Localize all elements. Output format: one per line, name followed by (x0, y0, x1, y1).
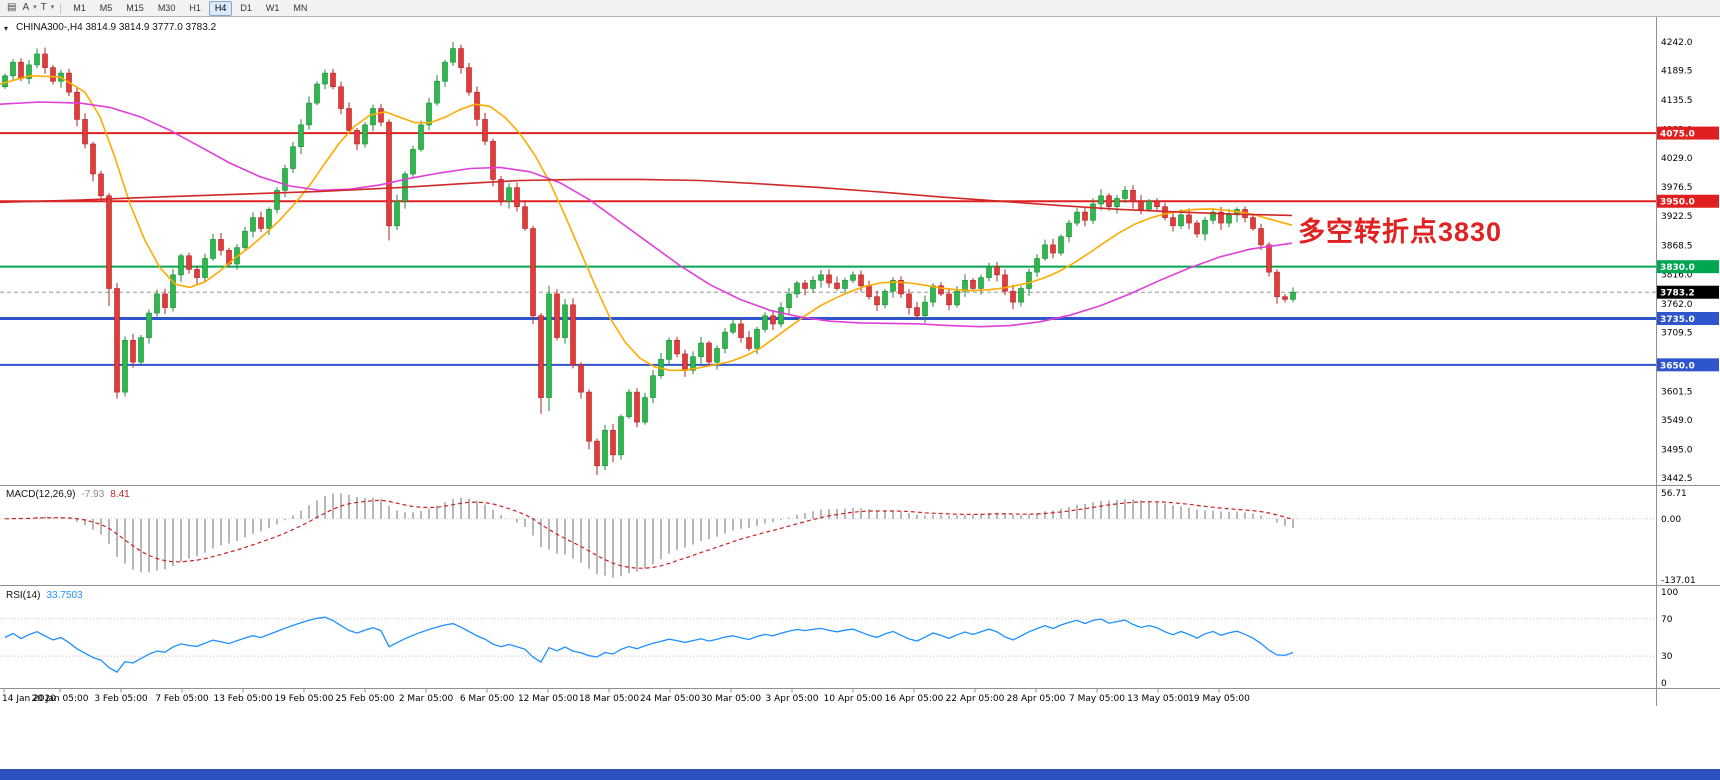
svg-text:30 Mar 05:00: 30 Mar 05:00 (701, 694, 761, 704)
svg-text:4189.5: 4189.5 (1661, 67, 1693, 77)
price-chart-canvas[interactable]: 4242.04189.54135.54082.04029.03976.53922… (0, 0, 1720, 707)
top-toolbar: ▤ A ▾ T ▾ M1 M5 M15 M30 H1 H4 D1 W1 MN (0, 0, 1720, 17)
timeframe-W1[interactable]: W1 (265, 2, 280, 13)
macd-main-value: -7.93 (81, 489, 105, 500)
annotations-dropdown-icon[interactable]: ▾ (33, 4, 37, 11)
ma-mid-magenta (0, 101, 1293, 328)
svg-text:4075.0: 4075.0 (1660, 130, 1695, 140)
macd-signal-line (4, 499, 1294, 569)
svg-text:19 May 05:00: 19 May 05:00 (1188, 694, 1250, 704)
svg-text:56.71: 56.71 (1661, 489, 1687, 499)
svg-text:20 Jan 05:00: 20 Jan 05:00 (32, 694, 89, 704)
svg-text:3549.0: 3549.0 (1661, 416, 1693, 426)
svg-text:0: 0 (1661, 679, 1667, 689)
svg-text:14 Jan 2020: 14 Jan 2020 (2, 694, 56, 704)
timeframe-M1[interactable]: M1 (73, 2, 86, 13)
rsi-name: RSI(14) (6, 590, 41, 601)
svg-text:18 Mar 05:00: 18 Mar 05:00 (579, 694, 639, 704)
svg-text:7 Feb 05:00: 7 Feb 05:00 (155, 694, 209, 704)
timeframe-M5[interactable]: M5 (99, 2, 113, 13)
svg-text:28 Apr 05:00: 28 Apr 05:00 (1007, 694, 1066, 704)
macd-signal-value: 8.41 (110, 489, 130, 500)
chart-annotation-text[interactable]: 多空转折点3830 (1298, 217, 1503, 247)
chart-background (0, 0, 1720, 707)
chart-symbol-ohlc-label: CHINA300-,H4 3814.9 3814.9 3777.0 3783.2 (16, 22, 217, 33)
svg-text:70: 70 (1661, 615, 1673, 625)
svg-text:3709.5: 3709.5 (1661, 328, 1693, 338)
svg-text:25 Feb 05:00: 25 Feb 05:00 (335, 694, 394, 704)
svg-text:4135.5: 4135.5 (1661, 96, 1693, 106)
annotations-tool[interactable]: A (22, 2, 30, 13)
svg-text:3816.0: 3816.0 (1661, 270, 1693, 280)
svg-text:3442.5: 3442.5 (1661, 474, 1693, 484)
text-dropdown-icon[interactable]: ▾ (50, 4, 55, 11)
timeframe-buttons-group: M1 M5 M15 M30 H1 H4 D1 W1 MN (66, 0, 314, 16)
svg-text:3601.5: 3601.5 (1661, 387, 1693, 397)
toolbar-tools-group: ▤ A ▾ T ▾ (4, 1, 55, 15)
taskbar-strip[interactable] (0, 769, 1720, 780)
svg-text:0.00: 0.00 (1661, 515, 1681, 525)
rsi-value: 33.7503 (46, 590, 83, 601)
price-axis[interactable]: 4242.04189.54135.54082.04029.03976.53922… (1656, 17, 1720, 706)
rsi-line (4, 616, 1294, 673)
svg-text:7 May 05:00: 7 May 05:00 (1069, 694, 1125, 704)
svg-text:3868.5: 3868.5 (1661, 242, 1693, 252)
svg-text:3922.5: 3922.5 (1661, 212, 1693, 222)
rsi-indicator-label: RSI(14) 33.7503 (6, 590, 83, 601)
svg-text:3 Apr 05:00: 3 Apr 05:00 (766, 694, 819, 704)
svg-text:16 Apr 05:00: 16 Apr 05:00 (885, 694, 944, 704)
timeframe-D1[interactable]: D1 (240, 2, 252, 13)
svg-text:24 Mar 05:00: 24 Mar 05:00 (640, 694, 700, 704)
macd-name: MACD(12,26,9) (6, 489, 76, 500)
toolbar-separator (60, 2, 62, 14)
svg-text:3830.0: 3830.0 (1660, 263, 1695, 273)
horizontal-lines-layer (0, 132, 1656, 366)
macd-panel[interactable]: 56.71 0.00 -137.01 (0, 489, 1696, 586)
svg-text:100: 100 (1661, 588, 1678, 598)
svg-text:13 Feb 05:00: 13 Feb 05:00 (213, 694, 272, 704)
svg-text:10 Apr 05:00: 10 Apr 05:00 (824, 694, 883, 704)
svg-text:3950.0: 3950.0 (1660, 198, 1695, 208)
svg-text:3762.0: 3762.0 (1661, 300, 1693, 310)
svg-text:13 May 05:00: 13 May 05:00 (1127, 694, 1189, 704)
svg-text:3976.5: 3976.5 (1661, 183, 1693, 193)
svg-text:4242.0: 4242.0 (1661, 38, 1693, 48)
svg-text:4029.0: 4029.0 (1661, 154, 1693, 164)
svg-text:22 Apr 05:00: 22 Apr 05:00 (946, 694, 1005, 704)
timeframe-H1[interactable]: H1 (189, 2, 201, 13)
svg-text:3650.0: 3650.0 (1660, 361, 1695, 371)
timeframe-M15[interactable]: M15 (126, 2, 144, 13)
svg-text:3495.0: 3495.0 (1661, 445, 1693, 455)
svg-text:2 Mar 05:00: 2 Mar 05:00 (399, 694, 454, 704)
text-tool[interactable]: T (40, 2, 47, 13)
svg-text:3 Feb 05:00: 3 Feb 05:00 (94, 694, 148, 704)
timeframe-H4[interactable]: H4 (208, 0, 233, 16)
svg-text:3735.0: 3735.0 (1660, 315, 1695, 325)
moving-averages-layer (0, 74, 1293, 372)
chart-type-icon[interactable]: ▤ (7, 2, 17, 13)
svg-text:19 Feb 05:00: 19 Feb 05:00 (274, 694, 333, 704)
rsi-panel[interactable]: 100 70 30 0 (0, 588, 1678, 689)
svg-text:-137.01: -137.01 (1661, 576, 1696, 586)
ma-fast-orange (0, 74, 1293, 372)
panel-separators (0, 485, 1720, 689)
ma-slow-red (0, 178, 1293, 217)
svg-text:6 Mar 05:00: 6 Mar 05:00 (460, 694, 515, 704)
svg-text:30: 30 (1661, 652, 1673, 662)
svg-text:3783.2: 3783.2 (1660, 289, 1695, 299)
timeframe-M30[interactable]: M30 (157, 2, 176, 13)
macd-indicator-label: MACD(12,26,9) -7.93 8.41 (6, 489, 130, 500)
svg-text:12 Mar 05:00: 12 Mar 05:00 (518, 694, 578, 704)
chart-expander-icon[interactable]: ▾ (4, 24, 9, 33)
timeframe-MN[interactable]: MN (293, 2, 308, 13)
